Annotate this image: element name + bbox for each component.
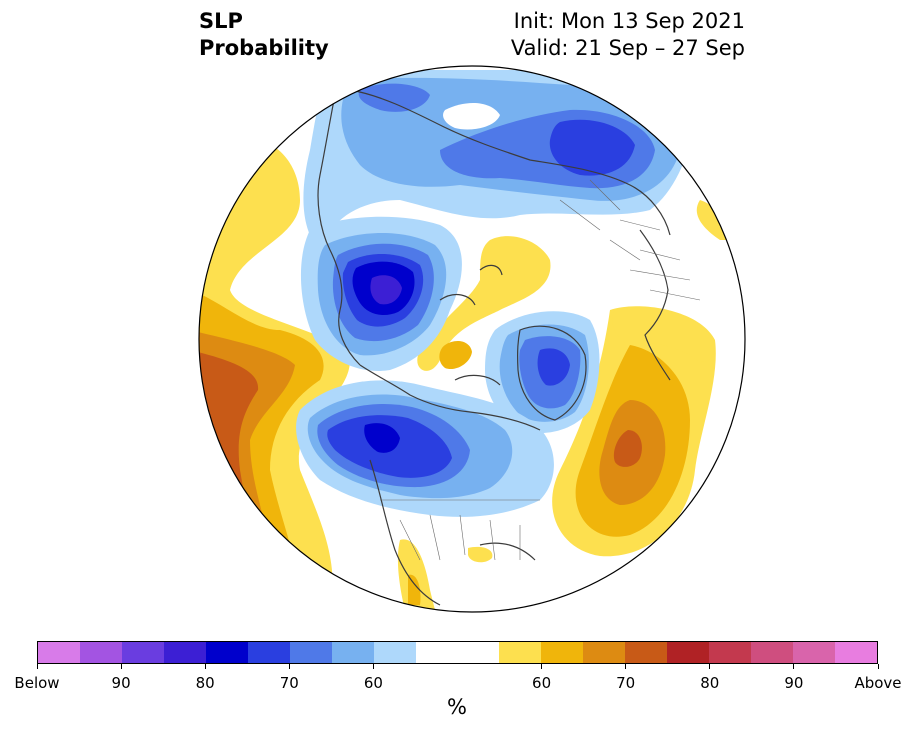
coastline-arctic-islands	[439, 264, 503, 386]
warm-anomaly-70-atlantic	[613, 430, 642, 467]
cold-anomaly-70-siberia	[549, 119, 635, 176]
colorbar-segment	[415, 642, 500, 663]
warm-anomaly-50-southwest-us	[408, 574, 421, 605]
colorbar-tick-mark	[120, 664, 122, 669]
colorbar-tick-mark	[36, 664, 38, 669]
colorbar-segment	[289, 642, 332, 663]
colorbar-tick-label: 90	[111, 674, 131, 692]
political-borders	[380, 179, 701, 561]
colorbar	[37, 641, 878, 664]
init-date: Init: Mon 13 Sep 2021	[513, 9, 745, 33]
colorbar-segment	[835, 642, 878, 663]
colorbar-tick-label: 70	[279, 674, 299, 692]
valid-range: Valid: 21 Sep – 27 Sep	[510, 36, 745, 60]
cold-anomaly-70-greenland	[537, 348, 570, 386]
warm-anomaly-50-arctic	[439, 340, 472, 370]
map-title: SLP Probability	[199, 8, 329, 62]
colorbar-segment	[331, 642, 374, 663]
colorbar-tick-mark	[541, 664, 543, 669]
coastline-east-asia	[317, 94, 361, 366]
cold-anomaly-40-arctic-gap	[443, 103, 500, 130]
coastline-europe	[639, 229, 671, 381]
coastline-greenland	[517, 325, 587, 421]
warm-anomaly-40-arctic	[417, 236, 551, 371]
colorbar-tick-label: 80	[700, 674, 720, 692]
coastline-siberia	[349, 89, 671, 236]
title-line-slp: SLP	[199, 9, 243, 33]
coastline-north-america	[369, 459, 536, 606]
border-europe	[619, 219, 701, 301]
colorbar-tick-mark	[372, 664, 374, 669]
colorbar-tick-mark	[288, 664, 290, 669]
colorbar-segment	[625, 642, 668, 663]
colorbar-segment	[583, 642, 626, 663]
colorbar-tick-label: 60	[363, 674, 383, 692]
colorbar-segment	[205, 642, 248, 663]
warm-anomaly-40-southwest-us	[397, 539, 435, 610]
colorbar-segment	[373, 642, 416, 663]
colorbar-scale	[37, 641, 878, 664]
colorbar-tick-mark	[877, 664, 879, 669]
coastline-alaska	[359, 364, 541, 431]
coastlines	[317, 89, 671, 606]
colorbar-tick-mark	[793, 664, 795, 669]
colorbar-unit: %	[447, 695, 467, 719]
colorbar-segment	[709, 642, 752, 663]
colorbar-segment	[793, 642, 836, 663]
colorbar-segment	[79, 642, 122, 663]
colorbar-segment	[247, 642, 290, 663]
colorbar-tick-label: Above	[854, 674, 902, 692]
border-us-states	[399, 514, 521, 561]
colorbar-tick-label: 80	[195, 674, 215, 692]
border-asia	[559, 179, 641, 261]
colorbar-segment	[121, 642, 164, 663]
title-line-probability: Probability	[199, 36, 329, 60]
warm-anomaly-40-gulf	[468, 546, 493, 563]
colorbar-tick-mark	[625, 664, 627, 669]
colorbar-segment	[667, 642, 710, 663]
forecast-dates: Init: Mon 13 Sep 2021 Valid: 21 Sep – 27…	[511, 8, 745, 62]
probability-fields	[199, 66, 745, 612]
warm-anomaly-40-middle-east	[612, 308, 715, 362]
cold-anomaly-80-canada	[364, 423, 400, 453]
colorbar-tick-label: 70	[616, 674, 636, 692]
colorbar-segment	[541, 642, 584, 663]
colorbar-segment	[163, 642, 206, 663]
colorbar-tick-label: Below	[14, 674, 60, 692]
globe-boundary	[198, 65, 746, 613]
colorbar-segment	[38, 642, 80, 663]
colorbar-tick-mark	[204, 664, 206, 669]
colorbar-segment	[751, 642, 794, 663]
cold-anomaly-60-north-siberia	[358, 83, 430, 112]
colorbar-tick-mark	[709, 664, 711, 669]
colorbar-tick-label: 60	[532, 674, 552, 692]
cold-anomaly-90-alaska	[370, 275, 402, 305]
colorbar-segment	[499, 642, 542, 663]
colorbar-tick-label: 90	[784, 674, 804, 692]
